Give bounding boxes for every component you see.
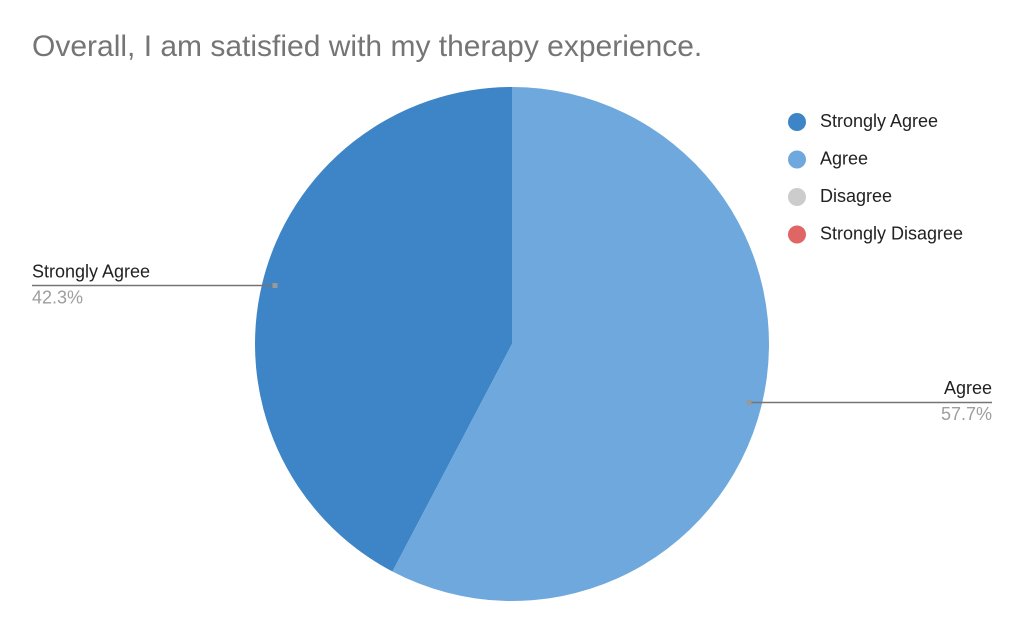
legend-label: Agree [820,148,868,168]
legend-swatch [788,188,806,206]
legend-label: Disagree [820,186,892,206]
slice-value-label: 42.3% [32,287,83,307]
leader-dot [746,399,752,405]
pie-slice [254,87,512,572]
legend-swatch [788,150,806,169]
slice-label: Strongly Agree [32,261,150,281]
pie-slice [392,87,769,601]
slice-label: Agree [944,378,992,398]
legend-label: Strongly Disagree [820,223,963,243]
legend-swatch [788,225,806,244]
legend-label: Strongly Agree [820,111,938,131]
legend-swatch [788,113,806,131]
chart-title: Overall, I am satisfied with my therapy … [32,30,702,63]
slice-value-label: 57.7% [941,404,992,424]
leader-dot [272,283,278,289]
